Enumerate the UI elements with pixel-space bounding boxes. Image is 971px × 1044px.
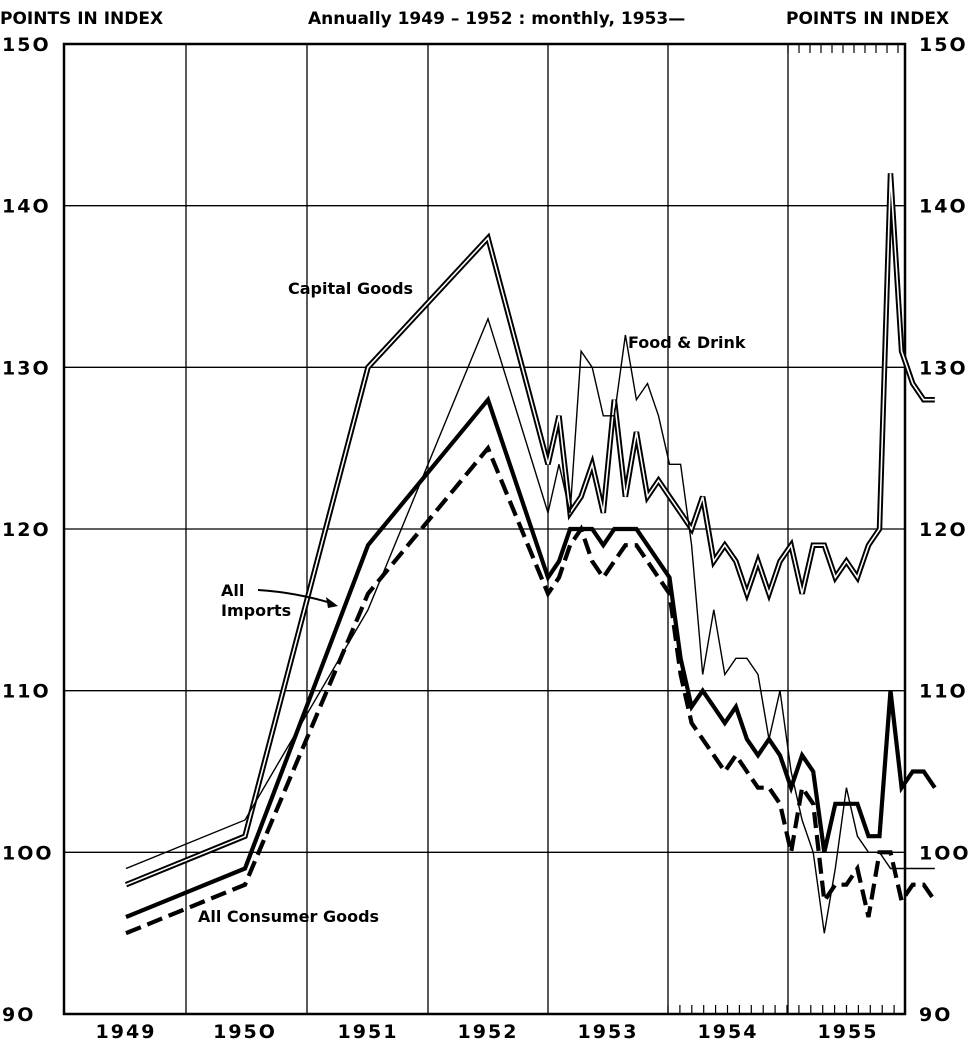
x-tick-label: 1953 [578, 1021, 639, 1043]
y-tick-label-right: 1OO [919, 842, 971, 864]
y-tick-label-left: 9O [2, 1004, 35, 1026]
x-tick-label: 195O [213, 1021, 277, 1043]
annotation-all-consumer-goods: All Consumer Goods [198, 907, 379, 926]
left-axis-title: POINTS IN INDEX [0, 9, 163, 29]
x-tick-label: 1954 [698, 1021, 759, 1043]
y-tick-label-left: 1OO [2, 842, 54, 864]
y-tick-label-left: 12O [2, 519, 51, 541]
y-tick-label-left: 14O [2, 196, 51, 218]
arrow-head-icon [326, 597, 338, 608]
x-tick-label: 1952 [458, 1021, 519, 1043]
series-food-drink-line [125, 316, 935, 934]
series-all-consumer-goods-line [125, 444, 937, 936]
y-tick-label-left: 13O [2, 357, 51, 379]
y-tick-label-right: 12O [919, 519, 968, 541]
x-tick-label: 1951 [338, 1021, 399, 1043]
annotation-food-drink: Food & Drink [628, 333, 746, 352]
x-axis-ticks: 1949 195O 1951 1952 1953 1954 1955 [96, 1021, 879, 1043]
y-tick-label-left: 11O [2, 681, 51, 703]
series-capital-goods-line-inner [125, 173, 935, 886]
x-tick-label: 1955 [818, 1021, 879, 1043]
gridlines [64, 44, 905, 1014]
y-tick-label-left: 15O [2, 34, 51, 56]
y-tick-label-right: 9O [919, 1004, 952, 1026]
y-tick-label-right: 11O [919, 681, 968, 703]
y-axis-ticks: 9O 9O 1OO 1OO 11O 11O 12O 12O 13O 13O 14O 14O 15O 15O [2, 34, 971, 1026]
annotation-all-imports: All Imports [221, 581, 291, 620]
y-tick-label-right: 15O [919, 34, 968, 56]
series-all-imports-line [125, 395, 937, 919]
chart-title: Annually 1949 – 1952 : monthly, 1953— [308, 9, 685, 29]
annotation-all-imports-line: Imports [221, 601, 291, 620]
y-tick-label-right: 14O [919, 196, 968, 218]
series-lines [124, 173, 937, 936]
annotation-capital-goods: Capital Goods [288, 279, 413, 298]
y-tick-label-right: 13O [919, 357, 968, 379]
annotation-all-imports-line: All [221, 581, 244, 600]
right-axis-title: POINTS IN INDEX [786, 9, 949, 29]
x-tick-label: 1949 [96, 1021, 157, 1043]
